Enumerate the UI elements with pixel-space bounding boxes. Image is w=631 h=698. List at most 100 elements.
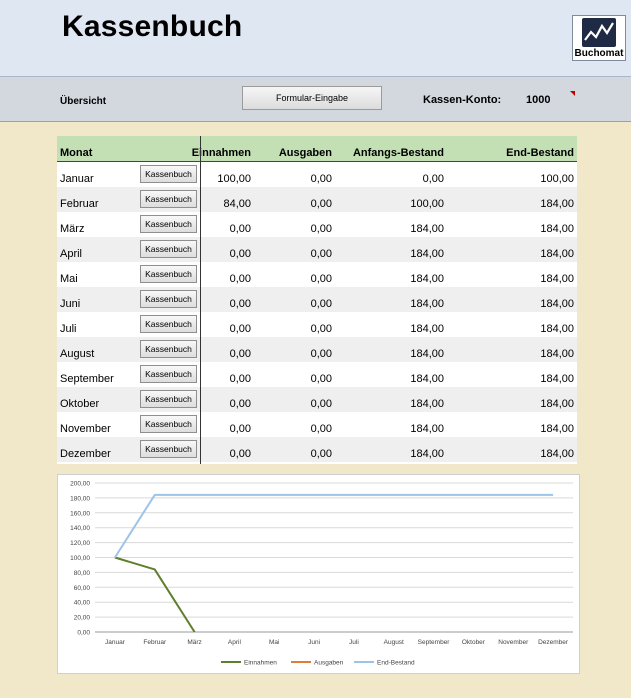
cell-anfangs-bestand: 184,00: [410, 248, 444, 260]
cell-end-bestand: 184,00: [540, 398, 574, 410]
table-row: September 0,00 0,00 184,00 184,00 Kassenbuch: [57, 362, 577, 387]
y-tick-label: 20,00: [74, 615, 91, 622]
x-tick-label: März: [187, 639, 201, 646]
cell-ausgaben: 0,00: [310, 373, 332, 385]
kassenbuch-button[interactable]: Kassenbuch: [140, 215, 197, 233]
form-entry-button[interactable]: Formular-Eingabe: [242, 86, 382, 110]
table-row: Januar 100,00 0,00 0,00 100,00 Kassenbuch: [57, 162, 577, 187]
cell-monat: September: [60, 373, 114, 385]
legend-label: Ausgaben: [314, 660, 344, 667]
kassenbuch-button[interactable]: Kassenbuch: [140, 340, 197, 358]
konto-label: Kassen-Konto:: [423, 94, 502, 106]
table-row: Dezember 0,00 0,00 184,00 184,00 Kassenbuch: [57, 437, 577, 462]
cell-monat: August: [60, 348, 95, 360]
x-tick-label: November: [498, 639, 529, 646]
col-end-bestand: End-Bestand: [506, 147, 574, 159]
cell-monat: Juli: [60, 323, 77, 335]
col-monat: Monat: [60, 147, 93, 159]
cell-einnahmen: 0,00: [229, 273, 251, 285]
logo-text: Buchomat: [574, 48, 624, 59]
page-title: Kassenbuch: [62, 10, 243, 43]
table-row: Juli 0,00 0,00 184,00 184,00 Kassenbuch: [57, 312, 577, 337]
cell-anfangs-bestand: 184,00: [410, 273, 444, 285]
cell-ausgaben: 0,00: [310, 173, 332, 185]
kassenbuch-button[interactable]: Kassenbuch: [140, 165, 197, 183]
table-row: Juni 0,00 0,00 184,00 184,00 Kassenbuch: [57, 287, 577, 312]
kassenbuch-button[interactable]: Kassenbuch: [140, 190, 197, 208]
cell-ausgaben: 0,00: [310, 348, 332, 360]
cell-anfangs-bestand: 100,00: [410, 198, 444, 210]
x-tick-label: Dezember: [538, 639, 569, 646]
cell-einnahmen: 0,00: [229, 348, 251, 360]
buchomat-logo: Buchomat: [572, 15, 626, 61]
cell-end-bestand: 184,00: [540, 423, 574, 435]
x-tick-label: Februar: [143, 639, 167, 646]
chart-svg: 0,00 20,00 40,00 60,00 80,00 100,00 120,00 140,…: [70, 481, 573, 667]
y-tick-label: 80,00: [74, 570, 91, 577]
cell-anfangs-bestand: 0,00: [422, 173, 444, 185]
kassenbuch-button[interactable]: Kassenbuch: [140, 290, 197, 308]
cell-ausgaben: 0,00: [310, 298, 332, 310]
x-tick-label: Juni: [308, 639, 320, 646]
y-tick-label: 100,00: [70, 555, 90, 562]
konto-value[interactable]: 1000: [526, 94, 551, 106]
cell-end-bestand: 184,00: [540, 323, 574, 335]
overview-label: Übersicht: [60, 96, 107, 107]
cell-anfangs-bestand: 184,00: [410, 348, 444, 360]
x-tick-label: August: [384, 639, 404, 646]
x-tick-label: Oktober: [462, 639, 486, 646]
table-row: April 0,00 0,00 184,00 184,00 Kassenbuch: [57, 237, 577, 262]
col-ausgaben: Ausgaben: [278, 147, 332, 159]
cell-ausgaben: 0,00: [310, 423, 332, 435]
col-anfangs-bestand: Anfangs-Bestand: [352, 147, 444, 159]
table-header: Monat Einnahmen Ausgaben Anfangs-Bestand…: [57, 136, 577, 162]
monthly-table: Monat Einnahmen Ausgaben Anfangs-Bestand…: [57, 136, 577, 464]
kassenbuch-button[interactable]: Kassenbuch: [140, 440, 197, 458]
kassenbuch-button[interactable]: Kassenbuch: [140, 240, 197, 258]
cell-ausgaben: 0,00: [310, 398, 332, 410]
cell-anfangs-bestand: 184,00: [410, 423, 444, 435]
chart-logo-icon: [582, 18, 616, 47]
y-tick-label: 200,00: [70, 481, 90, 488]
kassenbuch-button[interactable]: Kassenbuch: [140, 390, 197, 408]
cell-einnahmen: 0,00: [229, 398, 251, 410]
cell-anfangs-bestand: 184,00: [410, 398, 444, 410]
y-tick-label: 120,00: [70, 540, 90, 547]
comment-marker-icon: [570, 91, 575, 96]
table-row: November 0,00 0,00 184,00 184,00 Kassenbuch: [57, 412, 577, 437]
cell-einnahmen: 84,00: [223, 198, 251, 210]
kassenbuch-button[interactable]: Kassenbuch: [140, 315, 197, 333]
cell-einnahmen: 0,00: [229, 448, 251, 460]
cell-monat: Juni: [60, 298, 81, 310]
cell-monat: November: [60, 423, 111, 435]
cell-end-bestand: 184,00: [540, 373, 574, 385]
kassenbuch-button[interactable]: Kassenbuch: [140, 415, 197, 433]
cell-anfangs-bestand: 184,00: [410, 323, 444, 335]
kassenbuch-button[interactable]: Kassenbuch: [140, 265, 197, 283]
table-row: März 0,00 0,00 184,00 184,00 Kassenbuch: [57, 212, 577, 237]
chart: 0,00 20,00 40,00 60,00 80,00 100,00 120,00 140,…: [57, 474, 580, 674]
cell-ausgaben: 0,00: [310, 448, 332, 460]
toolbar: Übersicht Formular-Eingabe Kassen-Konto:…: [0, 77, 631, 122]
cell-end-bestand: 184,00: [540, 248, 574, 260]
y-tick-label: 160,00: [70, 510, 90, 517]
cell-ausgaben: 0,00: [310, 223, 332, 235]
cell-monat: Januar: [60, 173, 94, 185]
cell-ausgaben: 0,00: [310, 248, 332, 260]
legend-label: Einnahmen: [244, 660, 277, 667]
table-row: Mai 0,00 0,00 184,00 184,00 Kassenbuch: [57, 262, 577, 287]
cell-end-bestand: 184,00: [540, 273, 574, 285]
x-tick-label: Juli: [349, 639, 359, 646]
x-tick-label: September: [418, 639, 451, 646]
cell-anfangs-bestand: 184,00: [410, 298, 444, 310]
cell-einnahmen: 0,00: [229, 323, 251, 335]
cell-end-bestand: 184,00: [540, 223, 574, 235]
cell-anfangs-bestand: 184,00: [410, 373, 444, 385]
y-tick-label: 180,00: [70, 495, 90, 502]
cell-anfangs-bestand: 184,00: [410, 223, 444, 235]
kassenbuch-button[interactable]: Kassenbuch: [140, 365, 197, 383]
cell-einnahmen: 0,00: [229, 373, 251, 385]
x-tick-label: Januar: [105, 639, 126, 646]
cell-monat: Februar: [60, 198, 99, 210]
cell-end-bestand: 184,00: [540, 448, 574, 460]
